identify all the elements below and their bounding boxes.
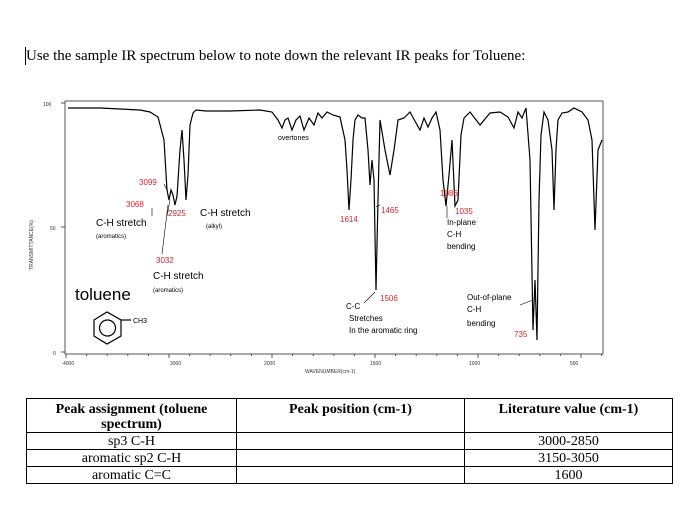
x-tick-4000: 4000 [63,361,74,367]
position-cell[interactable] [236,432,465,450]
peak-735: 735 [514,330,528,339]
table-row: sp3 C-H 3000-2850 [26,432,673,450]
peak-1506: 1506 [380,294,398,303]
inplane-label-1: In-plane [447,218,476,227]
x-axis-label: WAVENUMBER(cm-1) [305,369,356,375]
x-tick-3000: 3000 [170,361,181,367]
header-peak-position: Peak position (cm-1) [236,398,465,433]
cc-label-2: Stretches [349,314,383,323]
oop-label-2: C-H [467,305,481,314]
y-axis-label: TRANSMITTANCE(%) [29,220,35,270]
y-tick-50: 50 [50,226,56,232]
ch-stretch-aromatic-mid-label: C-H stretch [153,271,204,282]
y-tick-0: 0 [53,351,56,357]
molecule-name: toluene [75,285,131,304]
peak-1465: 1465 [381,206,399,215]
table-row: aromatic sp2 C-H 3150-3050 [26,449,673,467]
cc-label-1: C-C [346,302,360,311]
header-literature-value: Literature value (cm-1) [464,398,673,433]
position-cell[interactable] [236,449,465,467]
x-tick-500: 500 [570,361,579,367]
inplane-label-3: bending [447,242,475,251]
oop-label-1: Out-of-plane [467,293,512,302]
overtones-label: overtones [278,135,309,142]
alkyl-label: (alkyl) [206,224,222,230]
literature-cell: 1600 [464,466,673,484]
ch-stretch-alkyl-label: C-H stretch [200,208,251,219]
aromatics-left-label: (aromatics) [96,234,126,240]
literature-cell: 3000-2850 [464,432,673,450]
oop-label-3: bending [467,319,495,328]
ir-spectrum-figure: 100 50 0 TRANSMITTANCE(%) 4000 3000 2000… [29,100,604,375]
y-tick-100: 100 [43,102,52,108]
x-tick-1000: 1000 [469,361,480,367]
peak-table: Peak assignment (toluene spectrum) Peak … [26,398,673,484]
peak-3068: 3068 [126,200,144,209]
spectrum-trace [68,107,603,341]
assignment-cell: aromatic C=C [26,466,237,484]
peak-3099: 3099 [139,178,157,187]
toluene-structure [93,311,131,345]
table-row: aromatic C=C 1600 [26,466,673,484]
x-tick-2000: 2000 [264,361,275,367]
ch-stretch-aromatic-left-label: C-H stretch [96,218,147,229]
assignment-cell: sp3 C-H [26,432,237,450]
peak-2925: 2925 [168,209,186,218]
inplane-label-2: C-H [447,230,461,239]
methyl-group-label: CH3 [133,318,147,325]
header-peak-assignment: Peak assignment (toluene spectrum) [26,398,237,433]
aromatics-mid-label: (aromatics) [153,288,183,294]
text-cursor [25,47,26,65]
peak-3032: 3032 [156,256,174,265]
peak-1614: 1614 [340,215,358,224]
literature-cell: 3150-3050 [464,449,673,467]
assignment-cell: aromatic sp2 C-H [26,449,237,467]
position-cell[interactable] [236,466,465,484]
peak-1035: 1035 [455,207,473,216]
cc-label-3: In the aromatic ring [349,326,417,335]
instruction-text: Use the sample IR spectrum below to note… [26,48,526,64]
peak-1086: 1086 [440,189,458,198]
table-header-row: Peak assignment (toluene spectrum) Peak … [26,398,673,433]
x-tick-1500: 1500 [370,361,381,367]
